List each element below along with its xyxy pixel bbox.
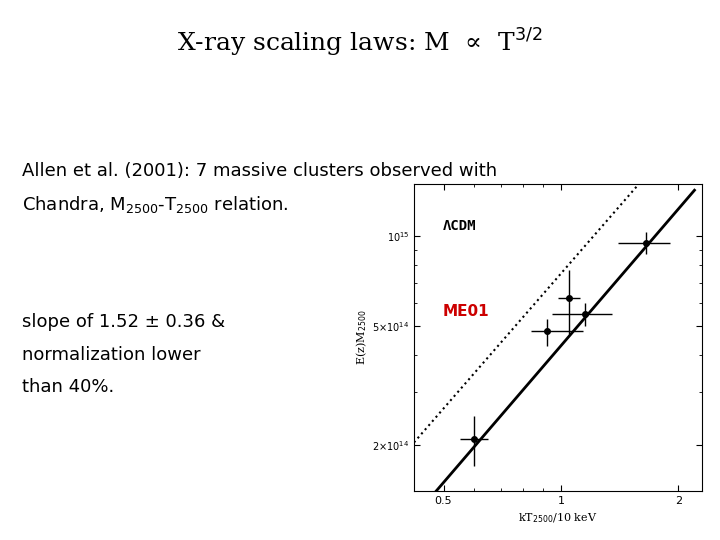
Text: ΛCDM: ΛCDM (443, 219, 477, 233)
Text: Allen et al. (2001): 7 massive clusters observed with: Allen et al. (2001): 7 massive clusters … (22, 162, 497, 180)
Text: slope of 1.52 ± 0.36 &: slope of 1.52 ± 0.36 & (22, 313, 225, 331)
Text: normalization lower: normalization lower (22, 346, 200, 363)
Text: than 40%.: than 40%. (22, 378, 114, 396)
Text: ME01: ME01 (443, 304, 490, 319)
Text: X-ray scaling laws: M  ∝  T$^{3/2}$: X-ray scaling laws: M ∝ T$^{3/2}$ (177, 27, 543, 59)
Y-axis label: E(z)M$_{2500}$: E(z)M$_{2500}$ (354, 310, 369, 365)
Text: Chandra, M$_{2500}$-T$_{2500}$ relation.: Chandra, M$_{2500}$-T$_{2500}$ relation. (22, 194, 288, 215)
X-axis label: kT$_{2500}$/10 keV: kT$_{2500}$/10 keV (518, 512, 598, 525)
